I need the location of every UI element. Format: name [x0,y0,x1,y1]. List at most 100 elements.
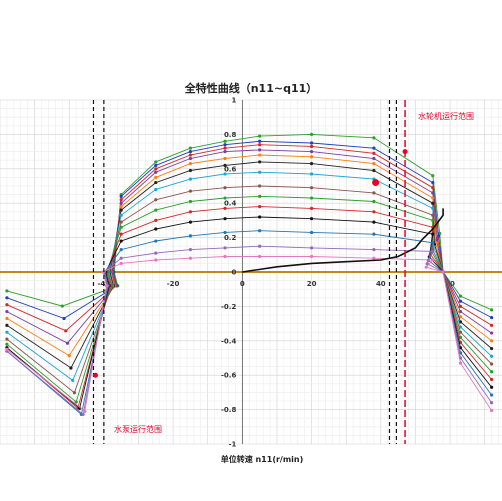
data-point [458,320,463,324]
y-tick-label: 0.6 [224,165,237,173]
data-point [74,400,78,404]
data-point [431,196,435,200]
data-point [119,198,123,202]
data-point [5,342,9,346]
data-point [5,309,9,314]
data-point [258,254,262,259]
data-point [372,256,376,260]
data-point [5,330,9,334]
data-point [119,205,123,209]
series-line [6,154,492,357]
data-point [258,134,262,138]
data-point [490,323,494,327]
data-point [438,231,442,236]
data-point [431,232,435,236]
data-point [188,199,193,204]
y-tick-label: 0.2 [224,234,237,242]
data-point [188,177,193,181]
data-point [154,187,158,192]
data-point [69,366,73,370]
data-point [119,248,123,252]
data-point [188,150,193,154]
data-point [154,170,158,174]
data-point [119,213,123,217]
data-point [372,162,376,166]
data-point [5,303,9,307]
series-line [6,133,492,311]
data-point [309,230,314,235]
data-point [188,146,193,150]
data-point [258,160,262,164]
data-point [5,337,9,341]
data-point [490,401,494,405]
data-point [425,262,429,266]
data-point [458,309,463,314]
data-point [154,167,158,171]
data-point [490,377,494,382]
data-point [154,227,158,231]
series-group [5,132,494,417]
data-point [372,248,376,252]
data-point [223,172,227,176]
data-point [119,201,123,205]
data-point [119,194,123,198]
data-point [154,175,158,179]
data-point [309,186,314,190]
data-point [372,210,376,214]
data-point [309,217,314,221]
series-line [6,195,492,403]
data-point [309,246,314,250]
data-point [188,256,193,260]
data-point [431,213,435,217]
data-point [119,232,123,236]
series-line [6,140,492,319]
data-point [154,218,158,222]
data-point [223,150,227,154]
data-point [372,136,376,140]
data-point [309,150,314,154]
y-tick-label: -0.2 [221,303,236,311]
series-line [6,216,492,410]
data-point [119,225,123,229]
overlay [92,100,444,444]
series-line [6,185,492,394]
data-point [258,148,262,152]
data-point [188,234,193,238]
data-point [154,239,158,243]
data-point [490,393,494,397]
data-point [62,316,66,321]
series-line [6,230,492,416]
data-point [258,229,262,233]
y-tick-label: -0.8 [221,406,236,414]
data-point [154,251,158,255]
series-line [6,245,492,416]
data-point [223,196,227,200]
annotation-turbine-range: 水轮机运行范围 [418,111,474,121]
data-point [119,208,123,212]
data-point [119,220,123,224]
data-point [309,196,314,200]
data-point [154,198,158,202]
data-point [154,163,158,167]
y-tick-label: 0 [231,269,236,277]
data-point [188,220,193,224]
highlight-point [372,179,380,187]
data-point [223,146,227,150]
series-line [6,161,492,369]
data-point [223,246,227,250]
series-line [6,206,492,410]
y-tick-label: 0.4 [224,200,237,208]
data-point [431,174,435,178]
data-point [258,215,262,219]
data-point [119,239,123,243]
x-tick-label: -20 [167,280,180,288]
data-point [188,248,193,252]
data-point [309,206,314,210]
data-point [372,232,376,236]
series-line [6,256,492,413]
data-point [188,210,193,214]
data-point [258,194,262,198]
data-point [188,189,193,193]
data-point [458,304,463,308]
data-point [223,217,227,221]
